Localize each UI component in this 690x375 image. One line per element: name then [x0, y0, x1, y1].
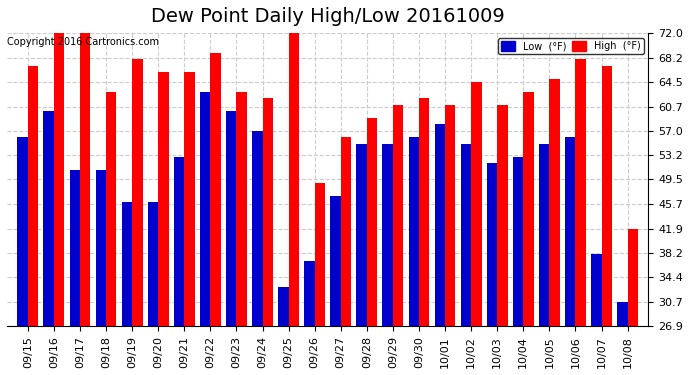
Bar — [486, 163, 497, 375]
Bar — [96, 170, 106, 375]
Bar — [628, 229, 638, 375]
Bar — [226, 111, 237, 375]
Bar — [17, 137, 28, 375]
Bar — [445, 105, 455, 375]
Bar — [43, 111, 54, 375]
Bar — [408, 137, 419, 375]
Bar — [523, 92, 534, 375]
Bar — [591, 254, 602, 375]
Bar — [148, 202, 158, 375]
Bar — [602, 66, 612, 375]
Bar — [132, 59, 143, 375]
Bar — [331, 195, 341, 375]
Bar — [617, 302, 628, 375]
Bar — [54, 27, 64, 375]
Bar — [549, 78, 560, 375]
Title: Dew Point Daily High/Low 20161009: Dew Point Daily High/Low 20161009 — [151, 7, 504, 26]
Bar — [357, 144, 367, 375]
Bar — [80, 33, 90, 375]
Text: Copyright 2016 Cartronics.com: Copyright 2016 Cartronics.com — [7, 37, 159, 47]
Bar — [461, 144, 471, 375]
Bar — [28, 66, 38, 375]
Bar — [565, 137, 575, 375]
Bar — [513, 156, 523, 375]
Bar — [497, 105, 508, 375]
Bar — [382, 144, 393, 375]
Bar — [200, 92, 210, 375]
Bar — [121, 202, 132, 375]
Bar — [367, 117, 377, 375]
Bar — [210, 53, 221, 375]
Bar — [262, 98, 273, 375]
Bar — [288, 27, 299, 375]
Bar — [106, 92, 117, 375]
Bar — [278, 286, 288, 375]
Bar — [237, 92, 247, 375]
Bar — [539, 144, 549, 375]
Bar — [174, 156, 184, 375]
Bar — [341, 137, 351, 375]
Legend: Low  (°F), High  (°F): Low (°F), High (°F) — [498, 38, 644, 54]
Bar — [70, 170, 80, 375]
Bar — [471, 82, 482, 375]
Bar — [184, 72, 195, 375]
Bar — [419, 98, 429, 375]
Bar — [435, 124, 445, 375]
Bar — [575, 59, 586, 375]
Bar — [252, 130, 262, 375]
Bar — [315, 183, 325, 375]
Bar — [304, 261, 315, 375]
Bar — [158, 72, 168, 375]
Bar — [393, 105, 404, 375]
